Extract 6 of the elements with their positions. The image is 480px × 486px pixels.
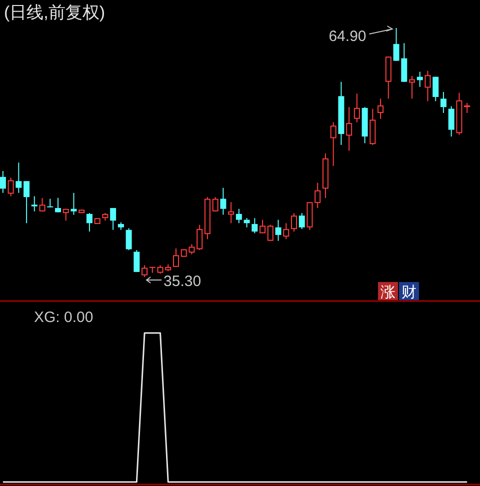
chart-title: XG: 0.00	[34, 309, 94, 326]
chart-title: (日线,前复权)	[4, 3, 106, 22]
annotation: 35.30	[164, 273, 202, 290]
text: 财	[402, 284, 416, 301]
annotation: 64.90	[328, 28, 366, 45]
text: 涨	[380, 284, 396, 301]
